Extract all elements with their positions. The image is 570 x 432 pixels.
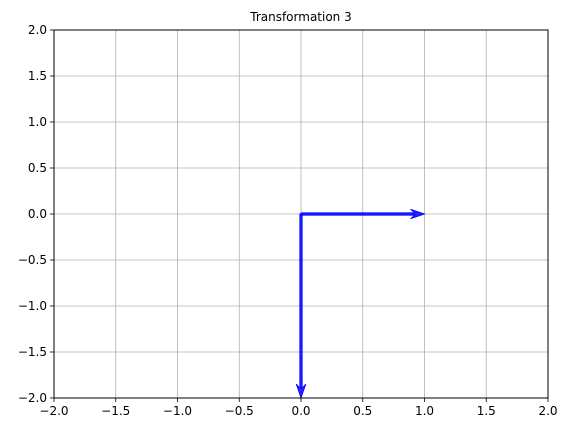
x-tick-label: −1.0 xyxy=(163,404,192,418)
vector-arrow-1 xyxy=(300,208,426,220)
y-tick-label: 1.5 xyxy=(28,69,47,83)
y-tick-label: 2.0 xyxy=(28,23,47,37)
y-tick-label: −0.5 xyxy=(18,253,47,267)
x-axis: −2.0 −1.5 −1.0 −0.5 0.0 0.5 1.0 1.5 2.0 xyxy=(39,398,558,418)
y-tick-label: 1.0 xyxy=(28,115,47,129)
chart-title: Transformation 3 xyxy=(249,10,351,24)
x-tick-label: −0.5 xyxy=(225,404,254,418)
vector-layer xyxy=(295,208,426,400)
y-axis: −2.0 −1.5 −1.0 −0.5 0.0 0.5 1.0 1.5 2.0 xyxy=(18,23,54,405)
y-tick-label: −1.5 xyxy=(18,345,47,359)
x-tick-label: 2.0 xyxy=(538,404,557,418)
x-tick-label: 1.5 xyxy=(477,404,496,418)
x-tick-label: 1.0 xyxy=(415,404,434,418)
x-tick-label: −1.5 xyxy=(101,404,130,418)
y-tick-label: −1.0 xyxy=(18,299,47,313)
x-tick-label: −2.0 xyxy=(39,404,68,418)
vector-arrow-2 xyxy=(295,213,307,400)
x-tick-label: 0.5 xyxy=(353,404,372,418)
y-tick-label: 0.0 xyxy=(28,207,47,221)
y-tick-label: 0.5 xyxy=(28,161,47,175)
x-tick-label: 0.0 xyxy=(291,404,310,418)
y-tick-label: −2.0 xyxy=(18,391,47,405)
